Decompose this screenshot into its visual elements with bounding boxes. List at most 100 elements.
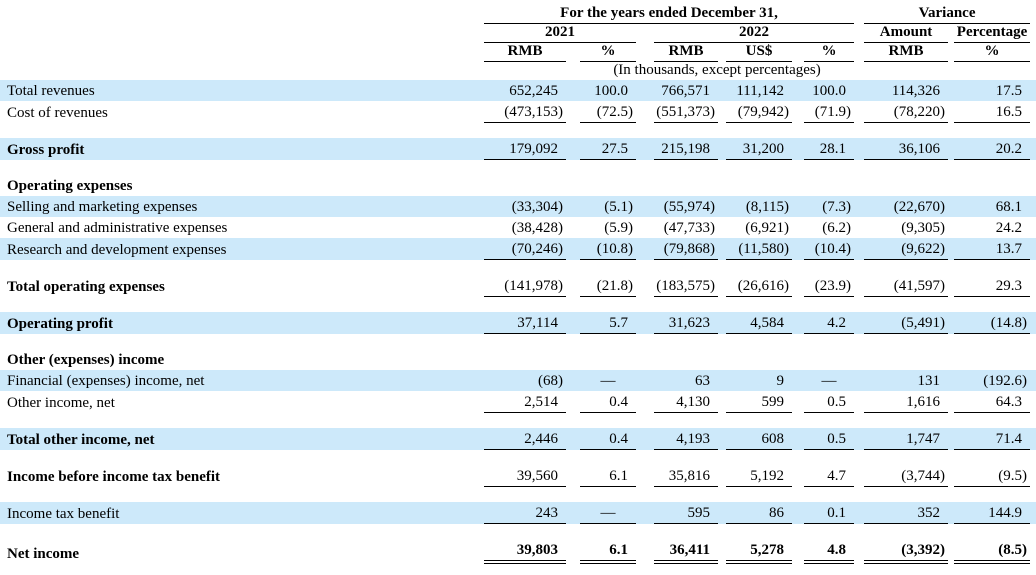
cell-value — [726, 349, 792, 370]
unit-header: % — [804, 43, 855, 62]
cell-value — [804, 349, 854, 370]
years-group-header: For the years ended December 31, — [484, 5, 855, 24]
gap-cell — [948, 80, 955, 101]
gap-cell — [948, 138, 955, 160]
table-row: Income tax benefit 243 — 595 86 0.1 352 144.9 — [0, 502, 1036, 524]
gap-cell — [792, 101, 804, 123]
gap-cell — [864, 62, 948, 80]
table-row: Gross profit 179,092 27.5 215,198 31,200 28.1… — [0, 138, 1036, 160]
edge-cell — [1030, 238, 1036, 260]
gap-cell — [566, 101, 580, 123]
gap-cell — [718, 312, 726, 334]
cell-value: (6.2) — [822, 220, 852, 236]
cell-value: 179,092 — [484, 138, 566, 160]
gap-cell — [792, 428, 804, 450]
cell-value: 4.2 — [804, 312, 855, 334]
cell-value: (3,744) — [864, 465, 949, 487]
variance-amount-header: Amount — [864, 24, 949, 43]
row-label: Selling and marketing expenses — [0, 196, 484, 217]
cell-value: (10.4) — [804, 238, 855, 260]
gap-cell — [948, 370, 955, 391]
cell-value: 2,514 — [484, 391, 566, 413]
cell-value — [864, 349, 948, 370]
unit-header: RMB — [654, 43, 718, 62]
unit-header: RMB — [864, 43, 949, 62]
cell-value: (141,978) — [484, 275, 566, 297]
gap-cell — [718, 428, 726, 450]
gap-cell — [636, 502, 654, 524]
unit-header: % — [954, 43, 1031, 62]
cell-value — [804, 175, 854, 196]
cell-value: 36,106 — [864, 138, 949, 160]
table-header: For the years ended December 31, Varianc… — [0, 5, 1036, 80]
table-row: Research and development expenses (70,246… — [0, 238, 1036, 260]
gap-cell — [718, 101, 726, 123]
gap-cell — [854, 391, 864, 413]
gap-cell — [792, 502, 804, 524]
row-label: Operating profit — [0, 312, 484, 334]
spacer-cell — [0, 260, 1036, 275]
cell-value: 68.1 — [954, 196, 1031, 217]
row-label: Cost of revenues — [7, 105, 108, 121]
cell-value: 0.4 — [580, 428, 636, 450]
cell-value: 4.8 — [804, 539, 855, 564]
section-header-row: Operating expenses — [0, 175, 1036, 196]
gap-cell — [636, 196, 654, 217]
row-label: Research and development expenses — [0, 238, 484, 260]
edge-cell — [1030, 24, 1036, 43]
cell-value: 63 — [654, 370, 718, 391]
gap-cell — [636, 428, 654, 450]
gap-cell — [948, 502, 955, 524]
gap-cell — [636, 238, 654, 260]
spacer-cell — [0, 297, 1036, 312]
cell-value: (473,153) — [484, 101, 566, 123]
gap-cell — [854, 24, 864, 43]
cell-value: (79,868) — [654, 238, 718, 260]
unit-header: US$ — [726, 43, 792, 62]
edge-cell — [1030, 80, 1036, 101]
cell-value: (78,220) — [864, 101, 949, 123]
gap-cell — [566, 196, 580, 217]
spacer-row — [0, 524, 1036, 539]
spacer-cell — [0, 123, 1036, 138]
gap-cell — [854, 539, 864, 564]
cell-value: 39,560 — [484, 465, 566, 487]
header-row-years: 2021 2022 Amount Percentage — [0, 24, 1036, 43]
cell-value: 595 — [654, 502, 718, 524]
spacer-cell — [0, 160, 1036, 175]
cell-value: (183,575) — [654, 275, 718, 297]
row-label: General and administrative expenses — [7, 220, 228, 236]
gap-cell — [792, 80, 804, 101]
cell-value: (26,616) — [726, 275, 792, 297]
cell-value: (5,491) — [864, 312, 949, 334]
cell-value: 31,623 — [654, 312, 718, 334]
cell-value: 0.1 — [804, 502, 855, 524]
cell-value: 243 — [484, 502, 566, 524]
income-statement-table: For the years ended December 31, Varianc… — [0, 5, 1036, 564]
gap-cell — [854, 217, 864, 238]
cell-value: (10.8) — [580, 238, 636, 260]
section-header-row: Other (expenses) income — [0, 349, 1036, 370]
gap-cell — [636, 80, 654, 101]
gap-cell — [792, 465, 804, 487]
gap-cell — [854, 80, 865, 101]
cell-value: (5.9) — [604, 220, 633, 236]
cell-value: 0.4 — [580, 391, 636, 413]
gap-cell — [718, 196, 726, 217]
cell-value — [580, 349, 636, 370]
edge-cell — [1030, 312, 1036, 334]
row-label: Income before income tax benefit — [7, 469, 221, 485]
cell-value: (7.3) — [804, 196, 855, 217]
header-row-note: (In thousands, except percentages) — [0, 62, 1036, 80]
cell-value: (70,246) — [484, 238, 566, 260]
spacer-row — [0, 160, 1036, 175]
cell-value: (41,597) — [864, 275, 949, 297]
gap-cell — [718, 138, 726, 160]
table-body: Total revenues 652,245 100.0 766,571 111,142… — [0, 80, 1036, 564]
gap-cell — [566, 217, 580, 238]
cell-value: 0.5 — [804, 391, 855, 413]
gap-cell — [718, 370, 726, 391]
cell-value — [726, 175, 792, 196]
cell-value — [580, 175, 636, 196]
edge-cell — [1030, 5, 1036, 24]
